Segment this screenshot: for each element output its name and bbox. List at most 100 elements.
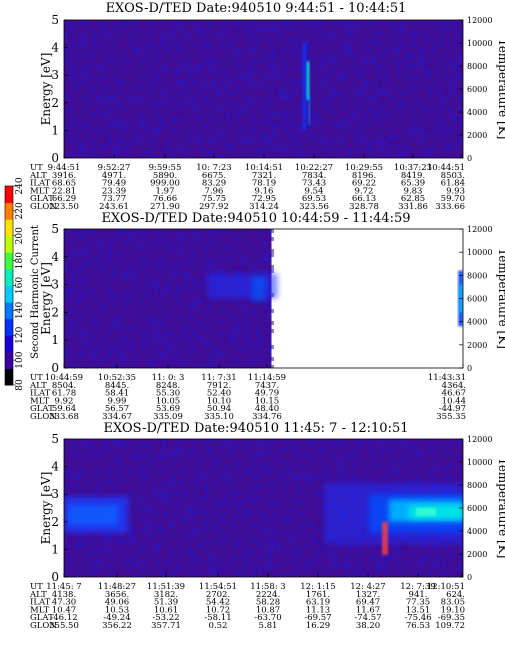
table-cell: 7321.: [252, 171, 276, 181]
table-cell: 11:58: 3: [250, 582, 285, 592]
table-cell: 10.53: [105, 605, 129, 615]
table-cell: -58.11: [204, 613, 231, 623]
y-tick-label: 1: [51, 542, 59, 556]
y2-tick-label: 2000: [467, 550, 487, 559]
table-row-label: MLT: [30, 605, 50, 615]
panel-title: EXOS-D/TED Date:940510 10:44:59 - 11:44:…: [101, 211, 410, 226]
table-cell: 11: 0: 3: [152, 373, 185, 383]
table-cell: 6675.: [202, 171, 226, 181]
table-cell: 9:44:51: [48, 163, 81, 173]
table-cell: 13.51: [406, 605, 430, 615]
table-row-label: GLON: [30, 412, 57, 422]
table-row-label: ALT: [29, 590, 47, 600]
table-cell: 16.29: [306, 621, 330, 631]
table-cell: 314.24: [249, 202, 279, 212]
table-cell: 69.22: [352, 179, 376, 189]
table-cell: 73.43: [302, 179, 326, 189]
table-cell: 2702.: [206, 590, 230, 600]
table-cell: 7.96: [205, 186, 224, 196]
colorbar-tick-label: 140: [15, 302, 25, 319]
table-cell: 7834.: [302, 171, 326, 181]
y-tick-label: 0: [51, 151, 59, 165]
table-cell: 243.61: [99, 202, 129, 212]
table-cell: 61.84: [441, 179, 465, 189]
colorbar-tick-label: 220: [15, 202, 25, 219]
y2-axis-label: Temperature [K]: [496, 39, 505, 140]
table-cell: 11:45: 7: [46, 582, 81, 592]
table-cell: 7437.: [255, 381, 279, 391]
y2-tick-label: 6000: [467, 295, 487, 304]
table-cell: 50.94: [207, 404, 231, 414]
table-cell: 10:44:59: [45, 373, 83, 383]
table-cell: 54.42: [206, 598, 230, 608]
table-cell: 49.79: [255, 389, 279, 399]
table-cell: 59.70: [441, 194, 465, 204]
table-row-label: GLAT: [30, 404, 54, 414]
table-cell: 10: 7:23: [196, 163, 231, 173]
table-row-label: MLT: [30, 186, 50, 196]
table-row-label: ILAT: [30, 598, 51, 608]
table-cell: 12: 1:15: [300, 582, 335, 592]
y-tick-label: 4: [51, 250, 59, 264]
table-cell: 999.00: [150, 179, 180, 189]
table-row-label: MLT: [30, 396, 50, 406]
table-cell: 357.71: [151, 621, 181, 631]
table-row-label: GLAT: [30, 194, 54, 204]
table-cell: 10.44: [442, 396, 466, 406]
table-cell: 9.54: [305, 186, 324, 196]
table-row-label: GLON: [30, 202, 57, 212]
table-cell: 223.50: [49, 202, 79, 212]
plot-area: [64, 229, 463, 368]
y2-tick-label: 4000: [467, 318, 487, 327]
table-cell: 11:48:27: [98, 582, 136, 592]
y2-tick-label: 8000: [467, 271, 487, 280]
plot-area: [64, 439, 463, 577]
table-cell: 323.56: [299, 202, 329, 212]
table-cell: 68.65: [52, 179, 76, 189]
table-cell: 11.67: [356, 605, 380, 615]
table-cell: 22.81: [52, 186, 76, 196]
y2-tick-label: 2000: [467, 131, 487, 140]
table-cell: 76.66: [153, 194, 177, 204]
y2-tick-label: 0: [467, 573, 472, 582]
panel-title: EXOS-D/TED Date:940510 11:45: 7 - 12:10:…: [104, 421, 409, 436]
table-cell: 5890.: [153, 171, 177, 181]
table-cell: 11:54:51: [199, 582, 237, 592]
colorbar-tick-label: 160: [15, 277, 25, 294]
colorbar-segment: [5, 268, 13, 286]
y2-axis-label: Temperature [K]: [496, 248, 505, 349]
table-cell: 10:37:23: [394, 163, 432, 173]
table-cell: 77.35: [406, 598, 430, 608]
table-cell: 10.10: [207, 396, 231, 406]
y2-tick-label: 2000: [467, 341, 487, 350]
y-tick-label: 3: [51, 487, 59, 501]
table-cell: 72.95: [252, 194, 276, 204]
y2-tick-label: 6000: [467, 85, 487, 94]
intensity-feature: [251, 276, 266, 302]
y-tick-label: 5: [51, 222, 59, 236]
table-row-label: GLON: [30, 621, 57, 631]
table-cell: 12:10:51: [427, 582, 465, 592]
colorbar-segment: [5, 202, 13, 220]
panel-title: EXOS-D/TED Date:940510 9:44:51 - 10:44:5…: [106, 1, 407, 16]
colorbar-segment: [5, 368, 13, 386]
spectrogram-features: [64, 483, 463, 555]
intensity-feature: [416, 508, 436, 517]
y-tick-label: 4: [51, 460, 59, 474]
table-cell: 10.47: [52, 605, 76, 615]
table-cell: 51.39: [154, 598, 178, 608]
colorbar-tick-label: 240: [15, 177, 25, 194]
table-cell: 10.87: [256, 605, 280, 615]
y2-tick-label: 0: [467, 154, 472, 163]
table-cell: 335.09: [153, 412, 183, 422]
table-cell: 83.29: [202, 179, 226, 189]
table-cell: 58.41: [105, 389, 129, 399]
y-axis-label: Energy [eV]: [39, 53, 53, 126]
table-row-label: UT: [30, 582, 43, 592]
y-tick-label: 0: [51, 361, 59, 375]
table-cell: 9.92: [55, 396, 74, 406]
y-tick-label: 3: [51, 278, 59, 292]
table-cell: 52.40: [207, 389, 231, 399]
table-cell: 11:43:31: [428, 373, 466, 383]
